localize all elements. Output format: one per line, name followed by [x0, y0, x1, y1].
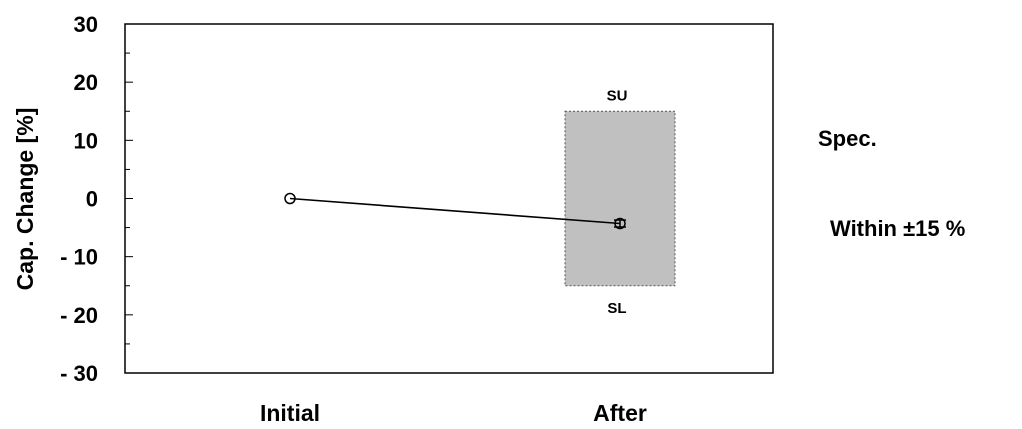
y-tick-label: 0	[86, 187, 98, 212]
x-category-label: Initial	[260, 400, 320, 426]
y-axis-title: Cap. Change [%]	[12, 108, 38, 291]
y-tick-label: - 10	[60, 245, 98, 270]
series-layer	[284, 192, 626, 230]
y-tick-label: - 30	[60, 361, 98, 386]
data-point	[284, 192, 296, 205]
y-tick-label: 30	[74, 12, 98, 37]
y-tick-label: 10	[74, 128, 98, 153]
plot-area-frame	[124, 23, 774, 374]
x-category-label: After	[593, 400, 647, 426]
y-tick-label: 20	[74, 70, 98, 95]
y-tick-label: - 20	[60, 303, 98, 328]
spec-band-layer: SU SL	[564, 87, 676, 317]
spec-band	[564, 110, 676, 287]
spec-title: Spec.	[818, 126, 877, 151]
y-axis-ticks: 30 20 10 0 - 10 - 20 - 30 Initial After	[60, 12, 647, 426]
spec-text: Within ±15 %	[830, 216, 966, 241]
data-point	[614, 217, 626, 230]
spec-lower-label: SL	[607, 300, 626, 317]
spec-upper-label: SU	[607, 87, 628, 104]
series-line	[289, 197, 621, 225]
